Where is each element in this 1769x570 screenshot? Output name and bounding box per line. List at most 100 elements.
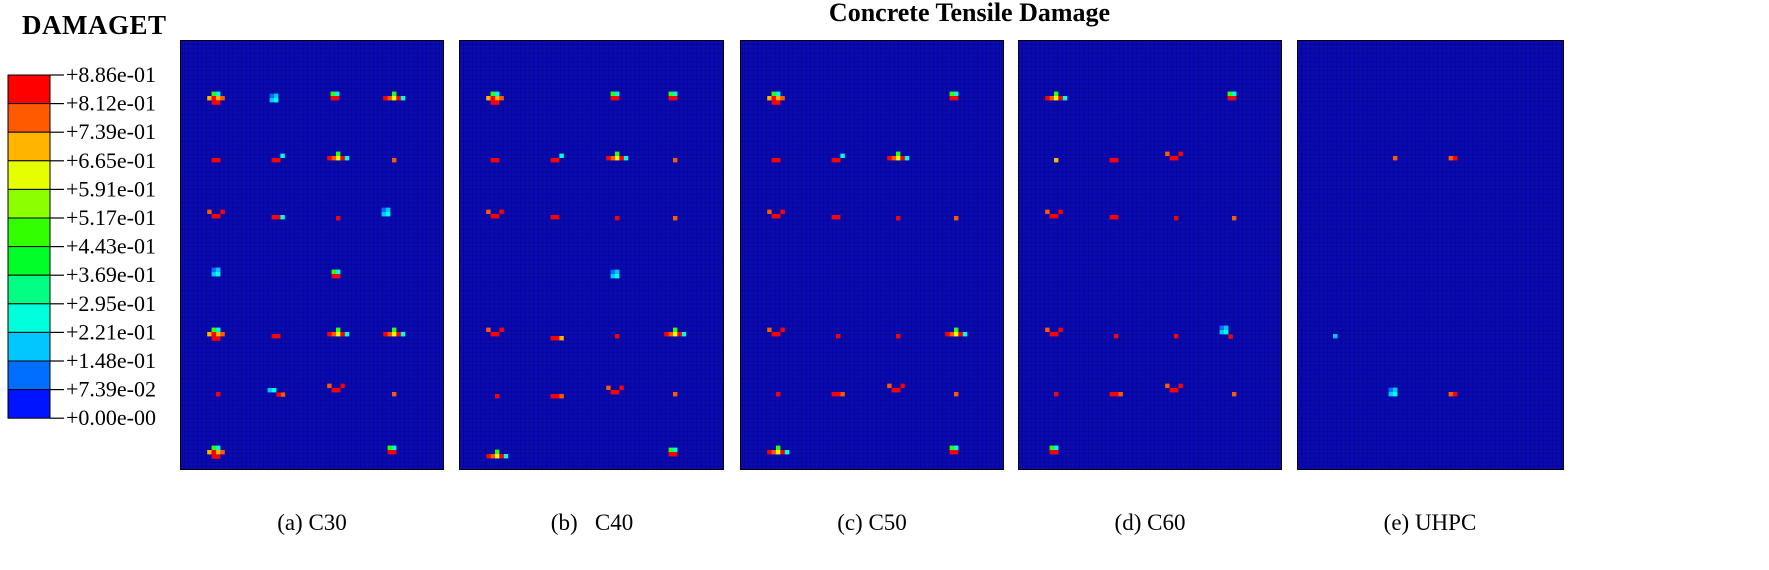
mesh-border — [1018, 40, 1282, 470]
damage-element — [610, 390, 615, 395]
damage-element — [400, 332, 406, 337]
mesh-plot-uhpc — [1297, 40, 1564, 470]
legend-value: +8.12e-01 — [66, 91, 156, 116]
damage-element — [490, 332, 495, 337]
damage-element — [831, 158, 836, 163]
legend-value: +8.86e-01 — [66, 62, 156, 87]
damage-element — [945, 332, 950, 337]
damage-element — [331, 269, 336, 274]
damage-element — [1448, 392, 1453, 397]
damage-element — [207, 96, 212, 101]
legend-value: +0.00e-00 — [66, 405, 156, 425]
mesh-grid — [1018, 40, 1282, 470]
legend-title: DAMAGET — [22, 10, 167, 40]
damage-element — [673, 216, 678, 221]
damage-element — [555, 394, 560, 399]
damage-element — [949, 332, 954, 337]
damage-element — [486, 327, 491, 332]
damage-element — [615, 269, 620, 274]
damage-element — [499, 327, 504, 332]
damage-element — [1219, 325, 1224, 330]
damage-element — [220, 209, 225, 214]
damage-element — [490, 100, 495, 105]
damage-element — [954, 332, 959, 337]
damage-element — [495, 449, 500, 454]
legend-value: +2.21e-01 — [66, 319, 156, 344]
damage-element — [340, 383, 345, 388]
damage-element — [776, 445, 781, 450]
damage-element — [668, 96, 673, 101]
damage-element — [400, 96, 406, 101]
damage-element — [1054, 392, 1059, 397]
damage-element — [499, 96, 504, 101]
damage-element — [836, 215, 841, 220]
damage-element — [396, 96, 401, 101]
damage-element — [490, 214, 495, 219]
mesh-border — [740, 40, 1004, 470]
panel-c40 — [459, 40, 724, 470]
damage-element — [559, 153, 564, 158]
damage-element — [216, 96, 221, 101]
damage-element — [1109, 158, 1114, 163]
damage-element — [1388, 387, 1393, 392]
damage-element — [269, 98, 274, 103]
damage-element — [1049, 214, 1054, 219]
legend-value: +5.91e-01 — [66, 176, 156, 201]
damage-element — [949, 91, 954, 96]
damage-element — [216, 100, 221, 105]
color-legend: +8.86e-01 +8.12e-01 +7.39e-01 +6.65e-01 +5.9… — [7, 62, 156, 425]
legend-value: +6.65e-01 — [66, 148, 156, 173]
damage-element — [1227, 96, 1232, 101]
damage-element — [216, 392, 221, 397]
damage-element — [216, 272, 221, 277]
damage-element — [615, 390, 620, 395]
damage-element — [330, 96, 335, 101]
damage-element — [949, 96, 954, 101]
damage-element — [276, 215, 281, 220]
damage-element — [211, 214, 216, 219]
damage-element — [1165, 151, 1170, 156]
mesh-plot-c60 — [1018, 40, 1282, 470]
damage-element — [962, 332, 968, 337]
panel-c30 — [180, 40, 444, 470]
panel-uhpc — [1297, 40, 1564, 470]
damage-element — [771, 158, 776, 163]
damage-element — [559, 336, 564, 341]
damage-element — [1114, 215, 1119, 220]
damage-element — [330, 91, 335, 96]
damage-element — [336, 332, 341, 337]
damage-element — [486, 209, 491, 214]
damage-element — [490, 454, 495, 459]
damage-element — [1165, 383, 1170, 388]
legend-swatch — [7, 246, 51, 276]
mesh-lines — [459, 40, 724, 470]
mesh-lines — [1297, 40, 1564, 470]
legend-swatch — [7, 274, 51, 305]
damage-element — [211, 336, 216, 341]
damage-element — [767, 327, 772, 332]
damage-element — [1219, 330, 1224, 335]
mesh-lines — [740, 40, 1004, 470]
damage-element — [776, 214, 781, 219]
damage-element — [344, 156, 350, 161]
damage-element — [836, 158, 841, 163]
mesh-lines — [180, 40, 444, 470]
damage-element — [392, 450, 397, 455]
damage-element — [668, 91, 673, 96]
mesh-border — [180, 40, 444, 470]
damage-element — [1333, 334, 1338, 339]
damage-element — [615, 96, 620, 101]
damage-element — [274, 98, 279, 103]
damage-element — [392, 91, 397, 96]
figure-title: Concrete Tensile Damage — [828, 0, 1111, 27]
damage-element — [495, 100, 500, 105]
mesh-border — [459, 40, 724, 470]
damage-element — [780, 96, 785, 101]
legend-swatch — [7, 74, 51, 105]
damage-element — [615, 216, 620, 221]
damage-element — [211, 454, 216, 459]
legend-value: +7.39e-02 — [66, 377, 156, 402]
mesh-plot-c30 — [180, 40, 444, 470]
damage-element — [1169, 388, 1174, 393]
damage-element — [949, 450, 954, 455]
